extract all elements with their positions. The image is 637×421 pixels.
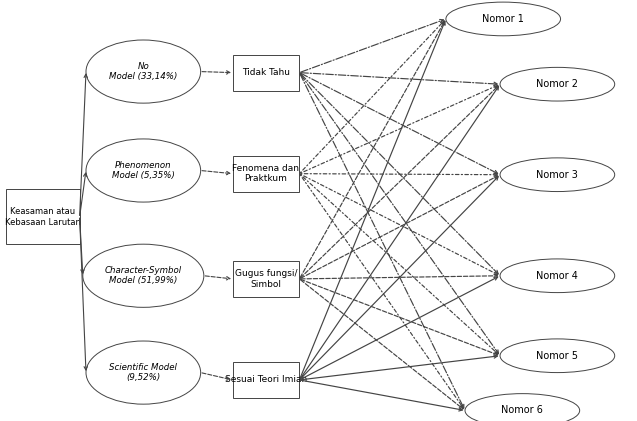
Text: Tidak Tahu: Tidak Tahu xyxy=(242,68,290,77)
Text: Fenomena dan
Praktkum: Fenomena dan Praktkum xyxy=(233,164,299,184)
Ellipse shape xyxy=(500,259,615,293)
Ellipse shape xyxy=(500,67,615,101)
Ellipse shape xyxy=(83,244,204,307)
FancyBboxPatch shape xyxy=(233,55,299,91)
Text: Nomor 5: Nomor 5 xyxy=(536,351,578,361)
Text: Nomor 1: Nomor 1 xyxy=(482,14,524,24)
Text: Keasaman atau
Kebasaan Larutan: Keasaman atau Kebasaan Larutan xyxy=(5,207,81,226)
Text: Character-Symbol
Model (51,99%): Character-Symbol Model (51,99%) xyxy=(104,266,182,285)
Ellipse shape xyxy=(500,158,615,192)
Ellipse shape xyxy=(86,139,201,202)
Text: Gugus fungsi/
Simbol: Gugus fungsi/ Simbol xyxy=(234,269,297,289)
Text: Nomor 4: Nomor 4 xyxy=(536,271,578,281)
Text: Sesuai Teori Imiah: Sesuai Teori Imiah xyxy=(225,376,307,384)
FancyBboxPatch shape xyxy=(233,156,299,192)
Text: Scientific Model
(9,52%): Scientific Model (9,52%) xyxy=(110,363,177,382)
Text: No
Model (33,14%): No Model (33,14%) xyxy=(109,62,178,81)
FancyBboxPatch shape xyxy=(233,261,299,297)
Ellipse shape xyxy=(86,40,201,103)
Ellipse shape xyxy=(465,394,580,421)
Ellipse shape xyxy=(500,339,615,373)
Ellipse shape xyxy=(446,2,561,36)
Text: Nomor 2: Nomor 2 xyxy=(536,79,578,89)
Text: Phenomenon
Model (5,35%): Phenomenon Model (5,35%) xyxy=(112,161,175,180)
FancyBboxPatch shape xyxy=(233,362,299,398)
Text: Nomor 3: Nomor 3 xyxy=(536,170,578,180)
Text: Nomor 6: Nomor 6 xyxy=(501,405,543,416)
FancyBboxPatch shape xyxy=(6,189,80,244)
Ellipse shape xyxy=(86,341,201,404)
